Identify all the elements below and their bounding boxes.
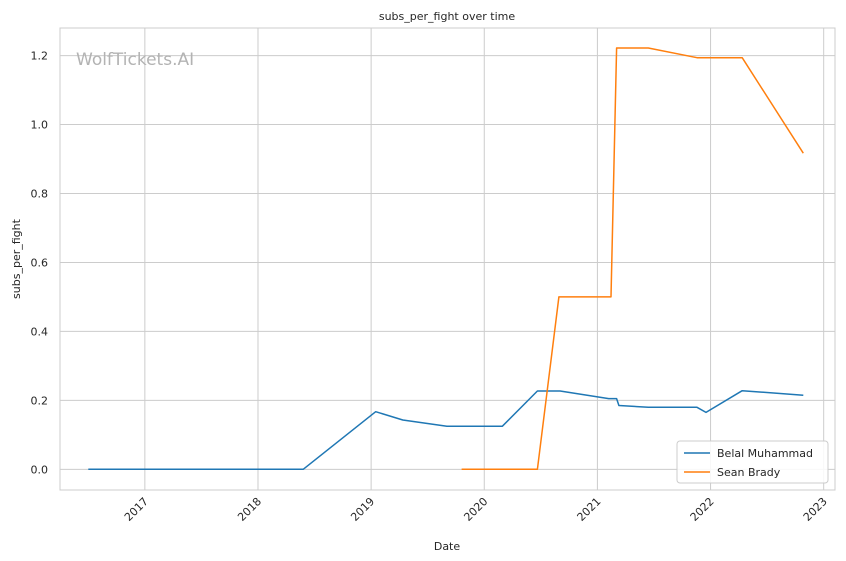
- chart-title: subs_per_fight over time: [379, 10, 515, 23]
- y-tick-label: 0.8: [31, 187, 49, 200]
- series-line-1: [461, 47, 804, 471]
- grid: [60, 28, 835, 490]
- series-layer: [88, 47, 804, 471]
- y-tick-label: 0.0: [31, 463, 49, 476]
- x-tick-label: 2023: [801, 495, 830, 524]
- watermark-text: WolfTickets.AI: [76, 50, 194, 70]
- x-tick-label: 2017: [122, 495, 151, 524]
- x-axis-label: Date: [434, 540, 461, 553]
- x-tick-label: 2018: [235, 495, 264, 524]
- x-tick-label: 2021: [575, 495, 604, 524]
- y-tick-label: 0.4: [31, 325, 49, 338]
- legend-entry: Belal Muhammad: [717, 447, 813, 460]
- y-tick-label: 1.2: [31, 50, 49, 63]
- x-tick-label: 2022: [688, 495, 717, 524]
- y-tick-label: 1.0: [31, 119, 49, 132]
- y-axis-label: subs_per_fight: [10, 218, 23, 299]
- plot-area-frame: [59, 27, 836, 491]
- legend-box: [676, 440, 829, 484]
- legend-entry: Sean Brady: [717, 466, 781, 479]
- x-tick-label: 2019: [348, 495, 377, 524]
- x-tick-label: 2020: [461, 495, 490, 524]
- x-axis-ticks: 2017 2018 2019 2020 2021 2022 2023: [122, 495, 830, 524]
- y-axis-ticks: 0.0 0.2 0.4 0.6 0.8 1.0 1.2: [31, 50, 49, 477]
- series-line-0: [88, 389, 804, 471]
- y-tick-label: 0.6: [31, 256, 49, 269]
- y-tick-label: 0.2: [31, 394, 49, 407]
- legend: Belal Muhammad Sean Brady: [676, 440, 829, 484]
